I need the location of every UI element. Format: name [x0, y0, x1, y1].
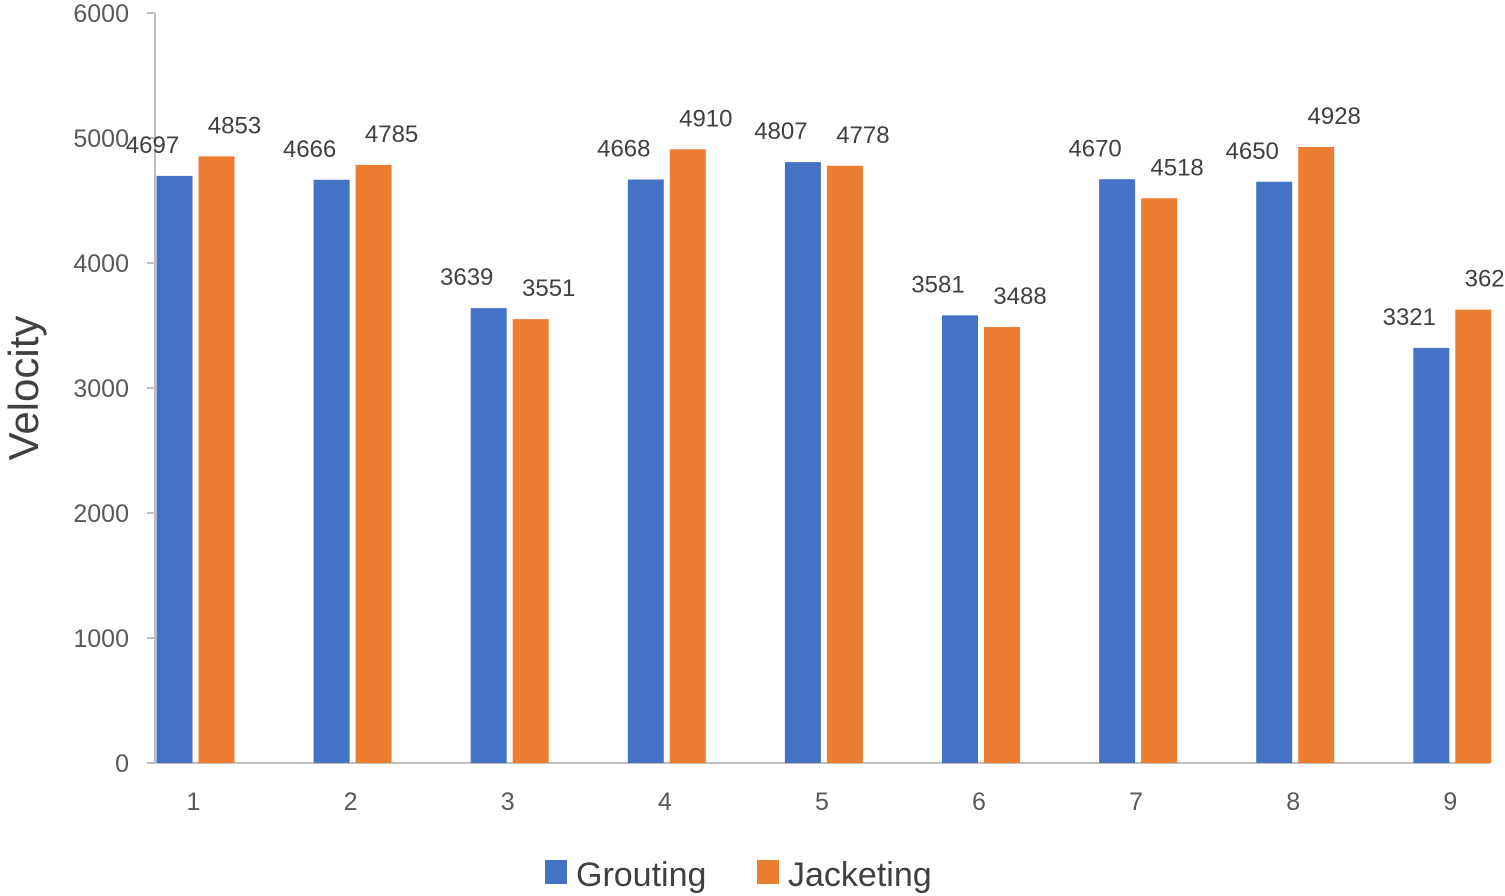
- bar-grouting-3: [470, 308, 507, 763]
- bar-jacketing-2: [355, 164, 392, 763]
- y-axis-ticks: 0 1000 2000 3000 4000 5000 6000: [73, 0, 155, 778]
- data-label-grouting-9: 3321: [1383, 304, 1436, 331]
- data-label-grouting-6: 3581: [911, 271, 964, 298]
- data-label-grouting-5: 4807: [754, 118, 807, 145]
- bar-jacketing-9: [1455, 309, 1492, 763]
- bar-grouting-5: [784, 162, 821, 763]
- x-tick-label: 7: [1129, 788, 1143, 816]
- y-tick-label: 2000: [73, 500, 129, 528]
- y-axis-label: Velocity: [0, 316, 47, 461]
- data-label-jacketing-9: 3627: [1465, 266, 1505, 293]
- data-label-jacketing-4: 4910: [679, 105, 732, 132]
- x-tick-label: 9: [1443, 788, 1457, 816]
- legend-swatch-jacketing: [757, 860, 779, 884]
- bar-jacketing-4: [669, 149, 706, 763]
- data-label-grouting-2: 4666: [283, 136, 336, 163]
- bars: [156, 147, 1492, 763]
- bar-jacketing-3: [512, 319, 549, 763]
- x-tick-label: 1: [187, 788, 201, 816]
- legend-label-jacketing: Jacketing: [788, 856, 932, 894]
- bar-grouting-4: [627, 179, 664, 763]
- data-label-jacketing-2: 4785: [365, 121, 418, 148]
- data-label-grouting-3: 3639: [440, 264, 493, 291]
- y-tick-label: 4000: [73, 250, 129, 278]
- bar-jacketing-5: [826, 165, 863, 763]
- y-tick-label: 0: [115, 750, 129, 778]
- data-label-grouting-1: 4697: [126, 132, 179, 159]
- x-tick-label: 8: [1286, 788, 1300, 816]
- data-label-jacketing-1: 4853: [208, 112, 261, 139]
- x-tick-label: 6: [972, 788, 986, 816]
- bar-grouting-1: [156, 175, 193, 763]
- legend-swatch-grouting: [545, 860, 567, 884]
- bar-grouting-6: [942, 315, 978, 763]
- x-axis-ticks: 1 2 3 4 5 6 7 8 9: [187, 788, 1458, 816]
- y-tick-label: 3000: [73, 375, 129, 403]
- y-tick-label: 6000: [73, 0, 129, 28]
- bar-grouting-8: [1256, 181, 1293, 763]
- data-label-jacketing-5: 4778: [836, 122, 889, 149]
- data-label-jacketing-7: 4518: [1150, 154, 1203, 181]
- x-tick-label: 5: [815, 788, 829, 816]
- bar-grouting-2: [313, 179, 350, 763]
- bar-jacketing-1: [198, 156, 235, 763]
- bar-grouting-9: [1413, 347, 1450, 763]
- bar-jacketing-6: [984, 327, 1020, 763]
- y-tick-label: 5000: [73, 125, 129, 153]
- data-label-jacketing-3: 3551: [522, 275, 575, 302]
- y-tick-label: 1000: [73, 625, 129, 653]
- data-label-jacketing-6: 3488: [993, 283, 1046, 310]
- data-label-jacketing-8: 4928: [1308, 103, 1361, 130]
- bar-jacketing-8: [1298, 147, 1335, 763]
- x-tick-label: 2: [344, 788, 358, 816]
- x-tick-label: 4: [658, 788, 672, 816]
- data-label-grouting-8: 4650: [1226, 138, 1279, 165]
- legend: Grouting Jacketing: [545, 856, 932, 894]
- data-label-grouting-4: 4668: [597, 136, 650, 163]
- data-labels: 4697 4666 3639 4668 4807 3581 4670 4650 3321 4853…: [126, 103, 1505, 331]
- bar-jacketing-7: [1141, 198, 1178, 763]
- x-tick-label: 3: [501, 788, 515, 816]
- data-label-grouting-7: 4670: [1068, 135, 1121, 162]
- legend-label-grouting: Grouting: [576, 856, 706, 894]
- bar-grouting-7: [1099, 179, 1136, 763]
